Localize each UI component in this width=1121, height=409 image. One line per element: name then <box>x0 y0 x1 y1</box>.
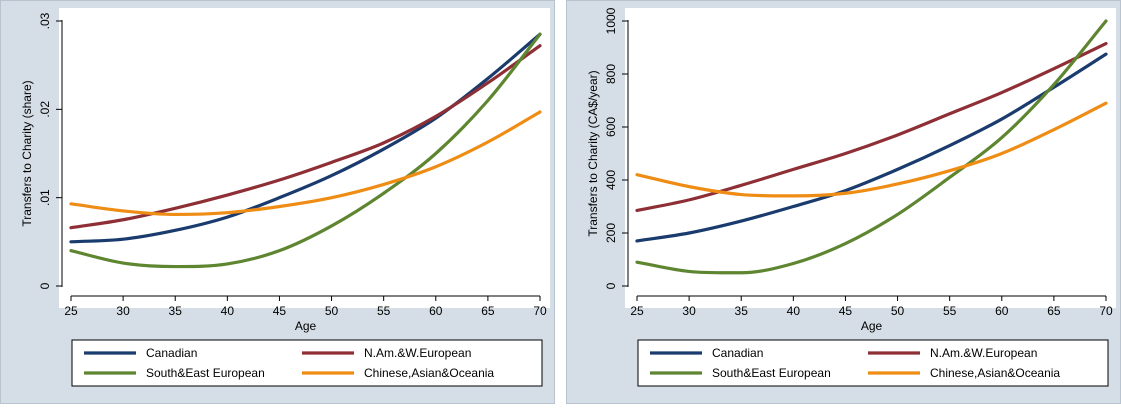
x-tick-label: 40 <box>221 304 235 318</box>
y-axis-title: Transfers to Charity (CA$/year) <box>586 70 600 236</box>
series-line-south-east-european <box>69 32 542 269</box>
legend-label-canadian: Canadian <box>146 346 197 360</box>
x-tick-label: 65 <box>1047 304 1061 318</box>
y-tick-label: 600 <box>604 117 618 137</box>
x-tick-label: 70 <box>533 304 547 318</box>
x-tick-label: 30 <box>682 304 696 318</box>
x-axis-title: Age <box>861 319 883 333</box>
series-line-chinese-asian-oceania <box>635 101 1108 198</box>
chart-panel-share: 0 .01 .02 .03 25 30 35 40 45 50 55 60 65 70 Age Transfe… <box>0 0 555 404</box>
x-tick-label: 25 <box>630 304 644 318</box>
x-tick-label: 60 <box>995 304 1009 318</box>
legend-label-canadian: Canadian <box>712 346 763 360</box>
x-tick-label: 65 <box>481 304 495 318</box>
x-tick-label: 60 <box>429 304 443 318</box>
y-axis-title: Transfers to Charity (share) <box>20 80 34 226</box>
y-tick-label: 200 <box>604 223 618 243</box>
series-line-n-am-w-european <box>635 41 1108 213</box>
x-tick-label: 30 <box>116 304 130 318</box>
legend-label-n-am-w-european: N.Am.&W.European <box>930 346 1037 360</box>
chart-share-svg: 0 .01 .02 .03 25 30 35 40 45 50 55 60 65 70 Age Transfe… <box>0 0 555 404</box>
y-tick-label: .02 <box>38 101 52 118</box>
y-tick-label: 1000 <box>604 7 618 34</box>
legend-label-south-east-european: South&East European <box>712 366 831 380</box>
plot-area <box>625 8 1116 308</box>
y-tick-label: .01 <box>38 189 52 206</box>
y-tick-label: 400 <box>604 170 618 190</box>
y-tick-label: 0 <box>604 282 618 289</box>
x-tick-label: 25 <box>64 304 78 318</box>
y-tick-label: 0 <box>38 282 52 289</box>
plot-area <box>59 8 550 308</box>
legend-label-n-am-w-european: N.Am.&W.European <box>364 346 471 360</box>
series-line-canadian <box>635 52 1108 243</box>
x-tick-label: 55 <box>377 304 391 318</box>
y-tick-label: 800 <box>604 64 618 84</box>
x-tick-label: 45 <box>273 304 287 318</box>
x-tick-label: 50 <box>891 304 905 318</box>
y-tick-label: .03 <box>38 12 52 29</box>
chart-panel-amount: 0 200 400 600 800 1000 25 30 35 40 45 50 55 60 65 70 Age… <box>566 0 1121 404</box>
x-tick-label: 70 <box>1099 304 1113 318</box>
x-tick-label: 45 <box>839 304 853 318</box>
x-tick-label: 35 <box>169 304 183 318</box>
legend-label-chinese-asian-oceania: Chinese,Asian&Oceania <box>930 366 1060 380</box>
series-line-chinese-asian-oceania <box>69 110 542 217</box>
series-line-south-east-european <box>635 19 1108 275</box>
x-tick-label: 55 <box>943 304 957 318</box>
legend-box <box>637 339 1109 387</box>
legend-label-chinese-asian-oceania: Chinese,Asian&Oceania <box>364 366 494 380</box>
series-line-canadian <box>69 32 542 244</box>
x-tick-label: 35 <box>735 304 749 318</box>
x-tick-label: 50 <box>325 304 339 318</box>
chart-amount-svg: 0 200 400 600 800 1000 25 30 35 40 45 50 55 60 65 70 Age… <box>566 0 1121 404</box>
legend-label-south-east-european: South&East European <box>146 366 265 380</box>
x-axis-title: Age <box>295 319 317 333</box>
x-tick-label: 40 <box>787 304 801 318</box>
legend-box <box>71 339 543 387</box>
